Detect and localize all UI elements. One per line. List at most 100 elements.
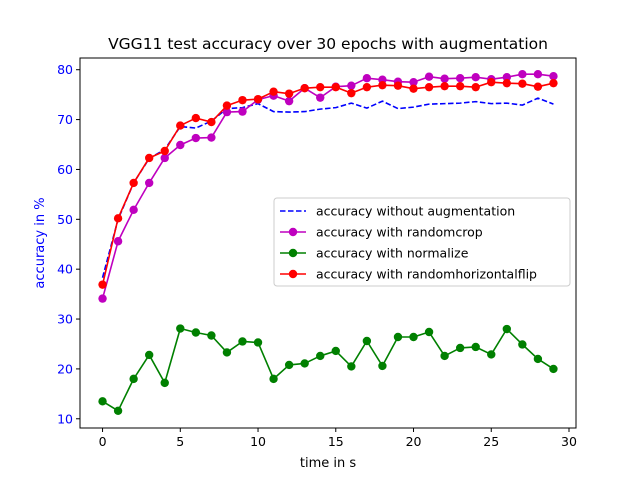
legend-label-accuracy-with-randomhorizontalflip: accuracy with randomhorizontalflip [316,267,537,282]
data-point-accuracy-with-normalize [362,336,372,346]
data-point-accuracy-with-normalize [378,361,387,371]
data-point-accuracy-with-normalize [191,328,201,337]
data-point-accuracy-with-randomhorizontalflip [129,178,138,188]
data-point-accuracy-with-randomcrop [518,70,527,79]
y-tick-label: 70 [57,112,73,127]
data-point-accuracy-with-randomhorizontalflip [362,82,372,92]
data-point-accuracy-with-randomcrop [471,73,480,82]
y-tick-label: 10 [57,411,73,426]
data-point-accuracy-with-randomcrop [129,205,138,215]
data-point-accuracy-with-randomhorizontalflip [191,113,201,123]
legend-label-accuracy-without-augmentation: accuracy without augmentation [316,204,515,219]
legend-items: accuracy without augmentation accuracy wi… [280,204,537,282]
y-tick-label: 40 [57,262,73,277]
data-point-accuracy-with-randomhorizontalflip [471,82,480,92]
data-point-accuracy-with-normalize [533,354,543,364]
data-point-accuracy-with-randomcrop [191,133,201,143]
data-point-accuracy-with-randomhorizontalflip [284,89,294,98]
y-tick-label: 20 [57,361,73,376]
x-tick-label: 5 [176,434,184,449]
data-point-accuracy-with-normalize [440,351,449,361]
x-tick-label: 10 [250,434,266,449]
data-point-accuracy-with-normalize [253,338,263,347]
data-point-accuracy-with-randomhorizontalflip [98,280,107,289]
data-point-accuracy-with-normalize [113,406,123,415]
y-tick-label: 50 [57,212,73,227]
data-point-accuracy-with-randomcrop [238,107,247,116]
data-point-accuracy-with-normalize [222,348,232,357]
x-axis-label: time in s [300,456,356,471]
legend-label-accuracy-with-randomcrop: accuracy with randomcrop [316,225,483,240]
data-point-accuracy-with-randomcrop [284,96,294,106]
legend: accuracy without augmentation accuracy wi… [273,197,571,287]
data-point-accuracy-with-randomhorizontalflip [487,77,496,87]
data-point-accuracy-with-normalize [176,324,185,333]
data-point-accuracy-with-randomhorizontalflip [455,81,465,91]
x-tick-label: 25 [483,434,499,449]
data-point-accuracy-with-normalize [393,332,403,342]
data-point-accuracy-with-randomhorizontalflip [253,94,263,104]
data-point-accuracy-with-normalize [518,340,527,349]
series-layer [98,70,558,415]
data-point-accuracy-with-normalize [316,351,325,361]
data-point-accuracy-with-randomcrop [160,153,169,163]
data-point-accuracy-with-normalize [238,337,247,346]
data-point-accuracy-with-randomcrop [113,237,123,246]
y-tick-label: 80 [57,62,73,77]
data-point-accuracy-with-randomcrop [176,140,185,150]
data-point-accuracy-with-randomcrop [440,74,449,83]
data-point-accuracy-with-randomhorizontalflip [409,84,418,93]
legend-marker-accuracy-with-randomcrop [288,227,298,237]
data-point-accuracy-with-randomhorizontalflip [176,121,185,130]
data-point-accuracy-with-normalize [331,346,340,356]
data-point-accuracy-with-randomhorizontalflip [424,82,434,92]
data-point-accuracy-with-randomhorizontalflip [518,79,527,88]
data-point-accuracy-with-randomhorizontalflip [207,117,216,127]
data-point-accuracy-with-randomcrop [207,133,216,142]
data-point-accuracy-with-normalize [487,350,496,359]
data-point-accuracy-with-normalize [160,378,169,388]
y-axis-ticks: 10 20 30 40 50 60 70 80 [57,62,80,426]
data-point-accuracy-with-randomhorizontalflip [160,146,169,156]
data-point-accuracy-with-randomhorizontalflip [144,153,154,163]
legend-label-accuracy-with-normalize: accuracy with normalize [316,246,469,261]
data-point-accuracy-with-randomhorizontalflip [316,82,325,92]
data-point-accuracy-with-randomcrop [144,178,154,188]
x-axis-ticks: 0 5 10 15 20 25 30 [99,428,577,449]
data-point-accuracy-with-normalize [471,342,480,352]
data-point-accuracy-with-normalize [284,360,294,370]
data-point-accuracy-with-normalize [424,327,434,337]
data-point-accuracy-with-normalize [98,397,107,406]
data-point-accuracy-with-randomhorizontalflip [393,81,403,90]
y-tick-label: 30 [57,312,73,327]
legend-marker-accuracy-with-randomhorizontalflip [288,269,298,279]
data-point-accuracy-with-normalize [300,359,309,368]
data-point-accuracy-with-randomhorizontalflip [533,82,543,91]
data-point-accuracy-with-randomhorizontalflip [331,82,340,92]
y-axis-label: accuracy in % [33,197,48,288]
data-point-accuracy-with-normalize [129,374,138,384]
data-point-accuracy-with-randomhorizontalflip [113,214,123,223]
legend-marker-accuracy-with-normalize [288,248,298,258]
data-point-accuracy-with-randomcrop [347,81,356,90]
legend-box [273,197,571,287]
data-point-accuracy-with-normalize [207,331,216,340]
x-tick-label: 30 [561,434,577,449]
x-tick-label: 20 [406,434,422,449]
data-point-accuracy-with-randomcrop [409,77,418,87]
data-point-accuracy-with-randomcrop [549,72,558,81]
data-point-accuracy-with-normalize [144,350,154,360]
data-point-accuracy-with-normalize [347,362,356,371]
data-point-accuracy-with-randomcrop [455,74,465,83]
data-point-accuracy-with-randomhorizontalflip [549,78,558,88]
data-point-accuracy-with-normalize [549,364,558,374]
data-point-accuracy-with-randomhorizontalflip [440,81,449,91]
data-point-accuracy-with-randomcrop [533,70,543,79]
x-tick-label: 15 [328,434,344,449]
data-point-accuracy-with-normalize [455,343,465,353]
data-point-accuracy-with-randomhorizontalflip [300,83,309,93]
data-point-accuracy-with-randomhorizontalflip [238,95,247,105]
data-point-accuracy-with-randomhorizontalflip [269,87,278,96]
